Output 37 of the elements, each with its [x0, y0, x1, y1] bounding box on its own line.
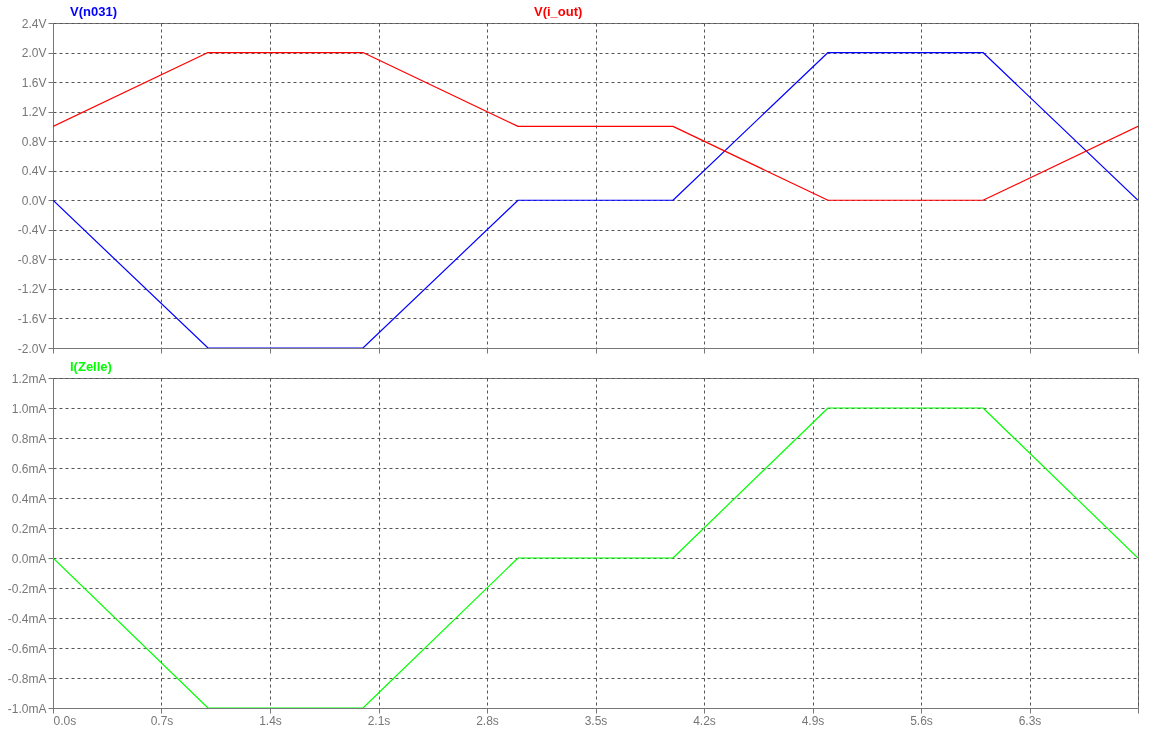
x-tick-label: 4.2s: [693, 713, 716, 728]
x-tick-label: 5.6s: [910, 713, 933, 728]
y-tick-label: -0.2mA: [7, 581, 47, 596]
text: V(n031): [70, 3, 117, 19]
y-tick-label: -1.6V: [17, 311, 47, 326]
x-tick-label: 4.9s: [801, 713, 825, 728]
y-tick-label: 1.0mA: [11, 401, 47, 416]
y-tick-label: -0.4mA: [7, 611, 47, 626]
x-tick-label: 0.0s: [53, 713, 77, 728]
y-tick-label: -1.0mA: [7, 701, 47, 716]
x-tick-label: 2.8s: [476, 713, 499, 728]
x-tick-label: 3.5s: [584, 713, 608, 728]
y-tick-label: -1.2V: [17, 282, 47, 297]
y-tick-label: -0.8mA: [7, 671, 47, 686]
x-tick-label: 2.1s: [367, 713, 391, 728]
y-tick-label: 0.4mA: [11, 491, 47, 506]
y-tick-label: 1.2V: [21, 105, 47, 120]
y-tick-label: -2.0V: [17, 341, 47, 356]
y-tick-label: 0.2mA: [11, 521, 47, 536]
x-tick-label: 1.4s: [259, 713, 282, 728]
y-tick-label: -0.8V: [17, 252, 47, 267]
y-tick-label: 0.8V: [21, 134, 47, 149]
y-tick-label: 1.2mA: [11, 371, 47, 386]
y-tick-label: 2.4V: [21, 16, 47, 31]
y-tick-label: 1.6V: [21, 75, 47, 90]
y-tick-label: -0.6mA: [7, 641, 47, 656]
y-tick-label: 2.0V: [21, 46, 47, 61]
x-tick-label: 0.7s: [150, 713, 174, 728]
y-tick-label: 0.6mA: [11, 461, 47, 476]
y-tick-label: 0.0V: [21, 193, 47, 208]
y-tick-label: 0.0mA: [11, 551, 47, 566]
text: I(Zelle): [70, 358, 112, 374]
text: V(i_out): [534, 3, 583, 19]
x-tick-label: 6.3s: [1018, 713, 1042, 728]
y-tick-label: -0.4V: [17, 223, 47, 238]
y-tick-label: 0.4V: [21, 164, 47, 179]
y-tick-label: 0.8mA: [11, 431, 47, 446]
